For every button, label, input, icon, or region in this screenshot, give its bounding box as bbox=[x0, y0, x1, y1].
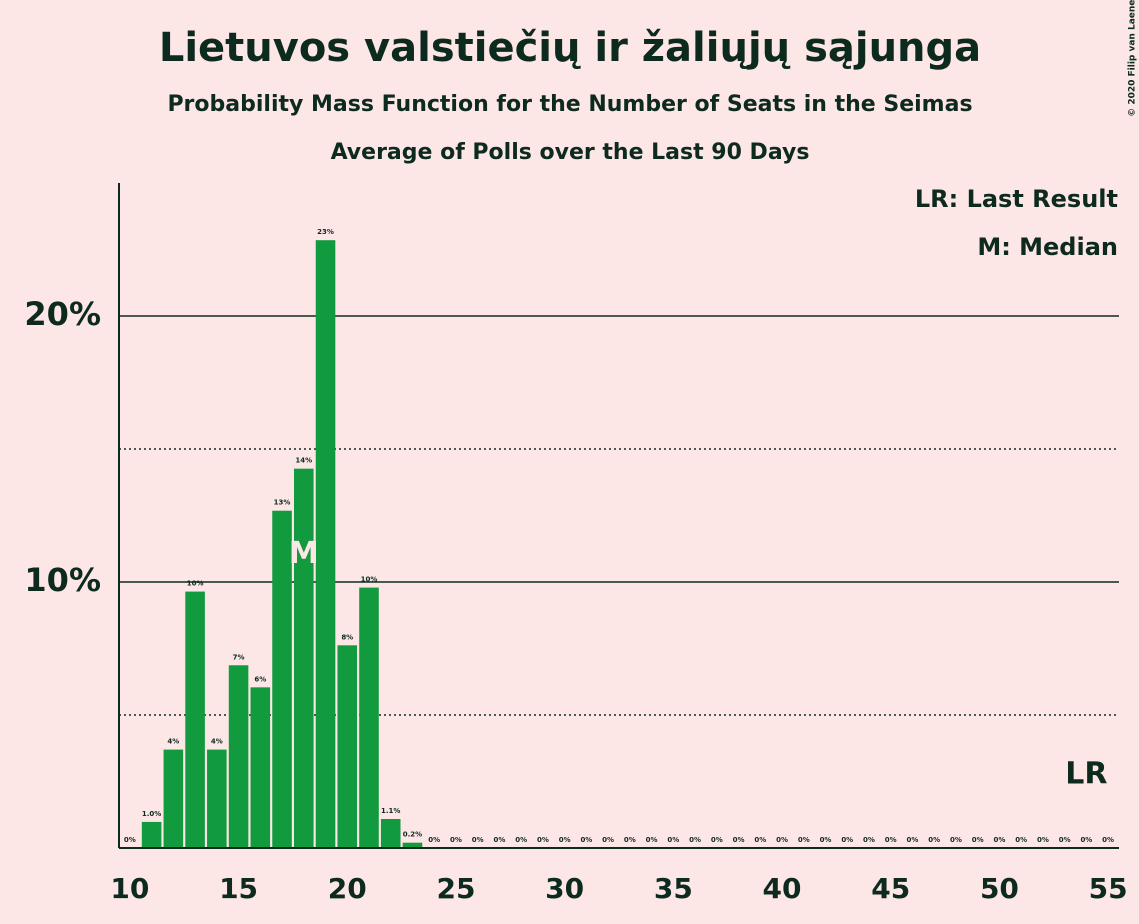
value-label: 0% bbox=[993, 836, 1005, 844]
value-label: 6% bbox=[254, 675, 266, 683]
bar bbox=[141, 821, 162, 848]
value-label: 0% bbox=[1080, 836, 1092, 844]
chart-title: Lietuvos valstiečių ir žaliųjų sąjunga bbox=[159, 25, 981, 71]
value-label: 0% bbox=[733, 836, 745, 844]
value-label: 13% bbox=[274, 499, 291, 507]
y-tick-label: 20% bbox=[24, 295, 101, 333]
value-label: 0% bbox=[124, 836, 136, 844]
value-label: 0% bbox=[885, 836, 897, 844]
bar bbox=[315, 240, 336, 848]
x-tick-label: 10 bbox=[110, 872, 149, 905]
value-label: 0% bbox=[841, 836, 853, 844]
value-label: 0% bbox=[537, 836, 549, 844]
bar bbox=[294, 468, 314, 848]
value-label: 0% bbox=[493, 836, 505, 844]
value-label: 0% bbox=[450, 836, 462, 844]
x-tick-label: 35 bbox=[654, 872, 693, 905]
value-label: 0% bbox=[711, 836, 723, 844]
value-label: 0% bbox=[624, 836, 636, 844]
bar bbox=[163, 749, 184, 848]
value-label: 14% bbox=[295, 457, 312, 465]
bar bbox=[250, 687, 271, 848]
bar bbox=[207, 749, 227, 848]
value-label: 1.1% bbox=[381, 807, 400, 815]
chart-subtitle: Average of Polls over the Last 90 Days bbox=[331, 140, 810, 165]
bar bbox=[380, 819, 401, 848]
value-label: 0% bbox=[1102, 836, 1114, 844]
x-tick-label: 20 bbox=[328, 872, 367, 905]
value-label: 0% bbox=[515, 836, 527, 844]
legend-entry: M: Median bbox=[977, 233, 1118, 261]
median-marker: M bbox=[289, 536, 319, 571]
value-label: 7% bbox=[233, 653, 245, 661]
value-label: 1.0% bbox=[142, 810, 161, 818]
value-label: 0% bbox=[646, 836, 658, 844]
x-tick-label: 50 bbox=[980, 872, 1019, 905]
bar bbox=[272, 510, 292, 848]
value-label: 0% bbox=[928, 836, 940, 844]
value-label: 0% bbox=[798, 836, 810, 844]
bar bbox=[359, 587, 379, 848]
value-label: 4% bbox=[167, 738, 179, 746]
x-tick-label: 15 bbox=[219, 872, 258, 905]
y-tick-label: 10% bbox=[24, 561, 101, 599]
value-label: 4% bbox=[211, 738, 223, 746]
bar bbox=[185, 591, 205, 848]
value-label: 0% bbox=[776, 836, 788, 844]
value-label: 0% bbox=[580, 836, 592, 844]
value-label: 10% bbox=[361, 576, 378, 584]
value-label: 0% bbox=[1015, 836, 1027, 844]
value-label: 0% bbox=[667, 836, 679, 844]
value-label: 0% bbox=[950, 836, 962, 844]
value-label: 0% bbox=[472, 836, 484, 844]
value-label: 0% bbox=[1037, 836, 1049, 844]
copyright: © 2020 Filip van Laenen bbox=[1128, 0, 1138, 117]
value-label: 0% bbox=[559, 836, 571, 844]
value-label: 0% bbox=[863, 836, 875, 844]
chart-subtitle: Probability Mass Function for the Number… bbox=[167, 92, 972, 117]
value-label: 0% bbox=[428, 836, 440, 844]
x-tick-label: 25 bbox=[436, 872, 475, 905]
value-label: 0.2% bbox=[403, 831, 422, 839]
value-label: 0% bbox=[1059, 836, 1071, 844]
value-label: 23% bbox=[317, 228, 334, 236]
value-label: 0% bbox=[689, 836, 701, 844]
x-tick-label: 45 bbox=[871, 872, 910, 905]
legend-entry: LR: Last Result bbox=[915, 185, 1118, 213]
value-label: 0% bbox=[754, 836, 766, 844]
x-tick-label: 55 bbox=[1089, 872, 1128, 905]
value-label: 0% bbox=[602, 836, 614, 844]
value-label: 8% bbox=[341, 633, 353, 641]
x-tick-label: 30 bbox=[545, 872, 584, 905]
last-result-marker: LR bbox=[1065, 757, 1107, 792]
value-label: 0% bbox=[820, 836, 832, 844]
bar bbox=[228, 665, 249, 848]
x-tick-label: 40 bbox=[763, 872, 802, 905]
bar bbox=[337, 645, 358, 848]
value-label: 0% bbox=[907, 836, 919, 844]
value-label: 10% bbox=[187, 580, 204, 588]
value-label: 0% bbox=[972, 836, 984, 844]
bar bbox=[402, 842, 423, 848]
